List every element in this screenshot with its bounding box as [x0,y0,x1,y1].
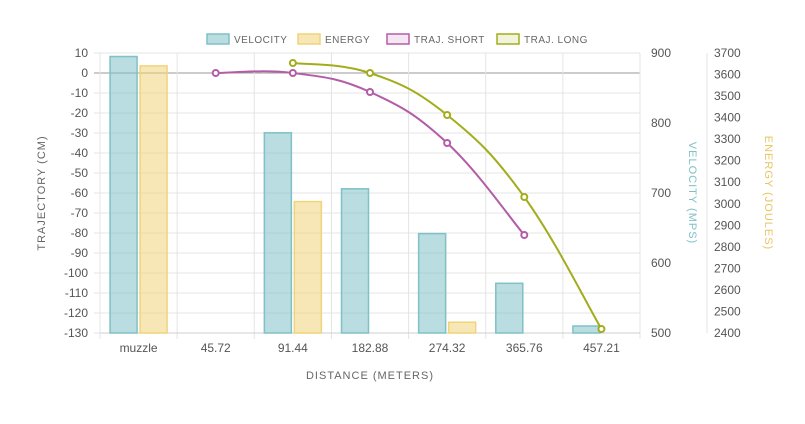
traj-shortpoint[interactable] [443,139,452,147]
trajectory-tick-label: -130 [64,326,88,340]
bars [109,55,601,334]
trajectory-tick-label: -60 [71,186,89,200]
category-tick-label: 457.21 [583,341,620,355]
velocitybar[interactable] [109,55,138,334]
trajectory-tick-label: -20 [71,106,89,120]
traj-shortpoint[interactable] [366,88,374,96]
energybar[interactable] [447,321,477,334]
traj-shortline [215,70,526,236]
traj-longpoint[interactable] [520,193,529,201]
traj-shortpoint[interactable] [288,69,297,77]
category-tick-label: 182.88 [352,341,389,355]
energy-tick-label: 2500 [714,304,741,318]
trajectory-tick-label: -110 [65,286,88,300]
legend[interactable]: VELOCITY ENERGY TRAJ. SHORT TRAJ. LONG [206,33,588,46]
trajectory-tick-label: -10 [71,86,89,100]
energy-tick-label: 2900 [714,218,741,232]
energybar[interactable] [139,65,168,334]
energy-tick-label: 2800 [714,240,741,254]
energy-tick-label: 3500 [714,89,741,103]
velocitylegend-label[interactable]: VELOCITY [234,35,287,46]
traj-longlegend-swatch[interactable] [496,33,520,45]
trajectory-tick-label: -90 [71,246,89,260]
energy-tick-label: 3300 [714,132,741,146]
velocity-tick-label: 600 [651,256,671,270]
velocitybar[interactable] [417,232,447,334]
category-tick-label: 91.44 [278,341,308,355]
traj-shortlegend-swatch[interactable] [386,33,410,45]
traj-longpoint[interactable] [597,325,606,333]
energy-tick-label: 2600 [714,283,741,297]
velocity-tick-label: 800 [651,116,671,130]
traj-shortpoint[interactable] [520,231,529,239]
energy-tick-label: 3600 [714,68,741,82]
trajectory-tick-label: -40 [71,146,89,160]
trajectory-tick-label: 10 [75,46,89,60]
category-tick-label: 45.72 [201,341,231,355]
traj-shortpoint[interactable] [211,69,220,77]
velocitybar[interactable] [495,282,524,334]
energy-tick-label: 2700 [714,261,741,275]
lines [211,59,606,333]
traj-longpoint[interactable] [366,69,374,77]
traj-longpoint[interactable] [443,111,452,119]
energy-tick-label: 3100 [714,175,741,189]
velocitybar[interactable] [572,325,601,334]
trajectory-tick-label: -70 [71,206,89,220]
trajectory-tick-label: 0 [81,66,88,80]
trajectory-axis-title: TRAJECTORY (CM) [36,135,48,250]
energy-tick-label: 3700 [714,46,741,60]
energy-tick-label: 3200 [714,154,741,168]
traj-longline [292,62,603,330]
energy-tick-label: 2400 [714,326,741,340]
energy-tick-label: 3000 [714,197,741,211]
velocity-axis-title: VELOCITY (MPS) [686,142,698,244]
traj-longlegend-label[interactable]: TRAJ. LONG [524,35,588,46]
trajectory-tick-label: -100 [64,266,88,280]
trajectory-tick-label: -30 [71,126,89,140]
energy-axis-title: ENERGY (JOULES) [762,136,774,250]
velocity-tick-label: 700 [651,186,671,200]
velocitylegend-swatch[interactable] [206,33,230,45]
traj-longpoint[interactable] [288,59,297,67]
x-axis-title: DISTANCE (METERS) [306,370,434,382]
energy-tick-label: 3400 [714,111,741,125]
category-tick-label: 274.32 [429,341,466,355]
velocity-tick-label: 900 [651,46,671,60]
velocitybar[interactable] [340,188,370,334]
energylegend-label[interactable]: ENERGY [325,35,370,46]
trajectory-tick-label: -120 [64,306,88,320]
category-tick-label: 365.76 [506,341,543,355]
axes: 10 0 -10 -20 -30 -40 -50 -60 -70 -80 -90 -100 -110 -1… [36,46,774,382]
traj-shortlegend-label[interactable]: TRAJ. SHORT [414,35,485,46]
category-tick-label: muzzle [120,341,158,355]
energybar[interactable] [293,200,323,334]
trajectory-tick-label: -80 [71,226,89,240]
velocity-tick-label: 500 [651,326,671,340]
velocitybar[interactable] [263,132,293,334]
trajectory-tick-label: -50 [71,166,89,180]
energylegend-swatch[interactable] [297,33,321,45]
